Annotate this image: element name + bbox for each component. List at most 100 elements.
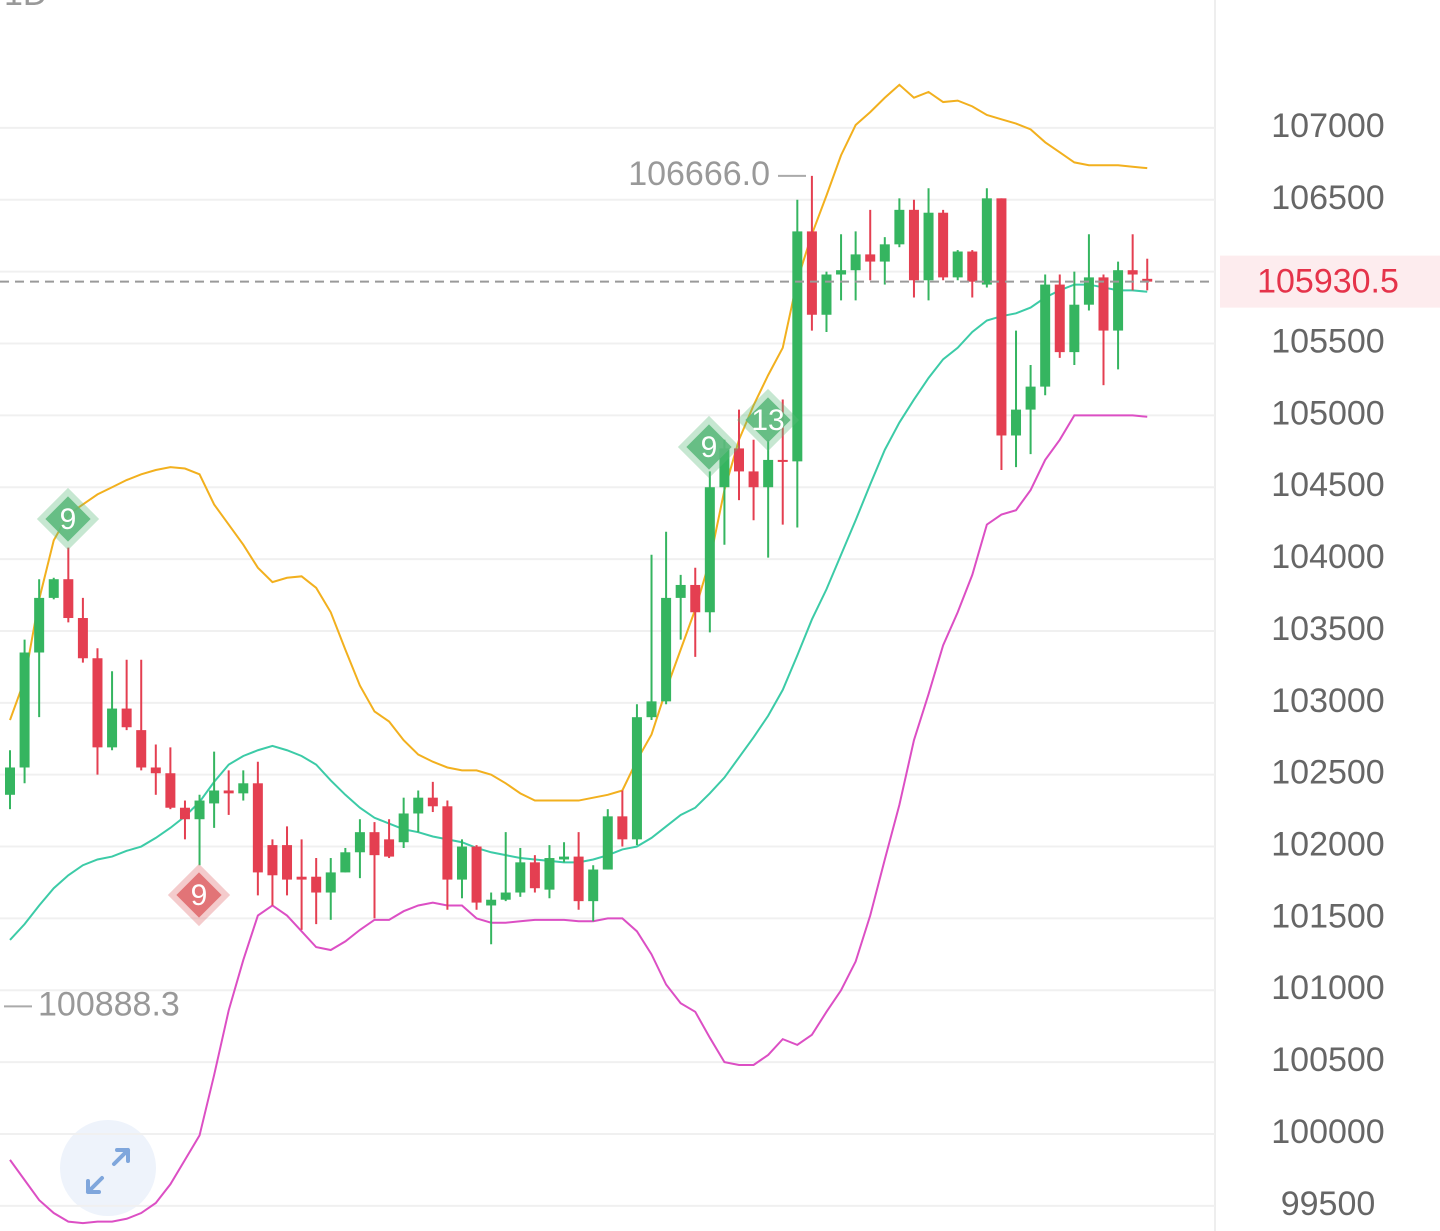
candle-body [369, 832, 380, 856]
y-tick-label: 102000 [1271, 826, 1384, 864]
candle-body [1083, 277, 1094, 305]
y-tick-label: 106500 [1271, 179, 1384, 217]
candle-body [92, 658, 103, 748]
band-line [9, 83, 1148, 802]
candle-body [5, 767, 15, 795]
candle-body [296, 876, 307, 880]
td-marker-label: 13 [751, 404, 784, 437]
y-tick-label: 101000 [1271, 969, 1384, 1007]
last-price-label: 105930.5 [1257, 263, 1399, 301]
candle-body [107, 708, 118, 748]
candle-body [763, 459, 774, 488]
candle-body [311, 876, 322, 893]
y-tick-label: 105000 [1271, 394, 1384, 432]
y-tick-label: 100000 [1271, 1113, 1384, 1151]
candle-body [194, 800, 205, 820]
candle-body [398, 813, 409, 843]
candle-body [19, 652, 30, 768]
candle-body [792, 231, 803, 462]
candle-body [690, 584, 701, 613]
td-marker [176, 872, 222, 918]
candle-body [865, 254, 876, 262]
candle-body [1011, 409, 1022, 436]
candle-body [77, 618, 88, 659]
candle-body [661, 597, 672, 702]
expand-icon[interactable] [86, 1148, 130, 1194]
candle-body [617, 816, 628, 840]
candle-body [908, 209, 919, 281]
candle-body [1054, 284, 1065, 353]
low-label: 100888.3 [38, 985, 180, 1023]
candle-body [646, 701, 657, 718]
candle-body [486, 899, 497, 906]
candle-body [923, 212, 934, 281]
candle-body [894, 209, 905, 245]
candle-body [719, 448, 730, 488]
candle-body [675, 584, 686, 598]
candle-body [223, 790, 234, 794]
candle-body [1127, 270, 1138, 275]
candle-body [413, 797, 424, 814]
y-tick-label: 105500 [1271, 322, 1384, 360]
candle-body [48, 579, 59, 598]
candle-body [1025, 386, 1036, 410]
candle-body [1113, 270, 1124, 331]
td-marker-label: 9 [60, 503, 77, 536]
candle-body [777, 459, 788, 462]
high-label: 106666.0 [628, 155, 770, 193]
y-tick-label: 104500 [1271, 466, 1384, 504]
candle-body [252, 783, 263, 873]
interval-label: 1D [4, 0, 47, 13]
candle-body [879, 244, 890, 262]
candle-body [34, 597, 45, 653]
candle-body [209, 790, 220, 804]
td-marker-label: 9 [191, 879, 208, 912]
candle-body [500, 892, 511, 900]
candle-body [938, 212, 949, 278]
candle-body [544, 858, 555, 890]
candle-body [456, 846, 467, 880]
candle-body [836, 270, 847, 275]
candle-body [734, 448, 744, 472]
last-price-bg [1220, 255, 1440, 308]
candle-body [515, 862, 526, 893]
candle-body [631, 717, 642, 840]
candle-body [748, 471, 759, 488]
expand-circle[interactable] [60, 1120, 156, 1216]
candle-body [559, 856, 570, 860]
candle-body [996, 198, 1007, 436]
band-line [9, 414, 1148, 1225]
candle-body [384, 839, 395, 857]
candle-body [821, 274, 832, 315]
y-tick-label: 101500 [1271, 897, 1384, 935]
candle-body [1069, 304, 1080, 353]
candle-body [1098, 277, 1109, 331]
candle-body [442, 806, 453, 880]
y-tick-label: 104000 [1271, 538, 1384, 576]
candle-body [282, 845, 293, 880]
candle-body [573, 856, 584, 902]
candle-body [981, 198, 992, 285]
y-tick-label: 103500 [1271, 610, 1384, 648]
candle-body [471, 846, 482, 903]
candle-body [121, 708, 132, 728]
candle-body [136, 730, 147, 768]
td-marker-label: 9 [701, 431, 718, 464]
candle-body [267, 845, 278, 876]
y-tick-label: 102500 [1271, 754, 1384, 792]
candle-body [150, 767, 161, 774]
candle-body [238, 783, 249, 794]
candle-body [1142, 278, 1153, 282]
candle-body [529, 862, 540, 889]
y-tick-label: 100500 [1271, 1041, 1384, 1079]
candle-body [354, 832, 365, 853]
expand-button[interactable] [60, 1120, 156, 1216]
candle-body [179, 807, 190, 820]
candle-body [165, 773, 176, 808]
candle-body [1040, 284, 1051, 387]
y-tick-label: 99500 [1281, 1185, 1376, 1223]
candle-body [806, 231, 817, 315]
y-tick-label: 103000 [1271, 682, 1384, 720]
